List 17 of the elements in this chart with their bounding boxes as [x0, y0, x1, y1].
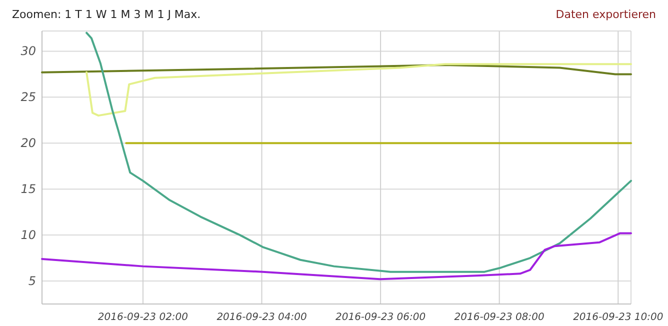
line-series — [41, 64, 632, 76]
y-tick-label: 20 — [20, 136, 36, 150]
text: Zoomen: 1 T 1 W 1 M 3 M 1 J Max. — [12, 8, 201, 21]
line-series — [41, 232, 632, 280]
y-tick-label: 5 — [28, 274, 36, 288]
y-tick-label: 10 — [20, 228, 36, 242]
y-tick-label: 25 — [20, 90, 36, 104]
x-tick-label: 2016-09-23 02:00 — [98, 312, 188, 323]
text: Daten exportieren — [556, 8, 656, 21]
line-series — [86, 32, 632, 273]
x-tick-label: 2016-09-23 08:00 — [454, 312, 544, 323]
x-tick-label: 2016-09-23 10:00 — [573, 312, 664, 323]
x-tick-label: 2016-09-23 04:00 — [216, 312, 307, 323]
line-series — [86, 63, 632, 117]
x-tick-label: 2016-09-23 06:00 — [335, 312, 426, 323]
y-tick-label: 15 — [20, 182, 36, 196]
y-tick-label: 30 — [20, 44, 36, 58]
